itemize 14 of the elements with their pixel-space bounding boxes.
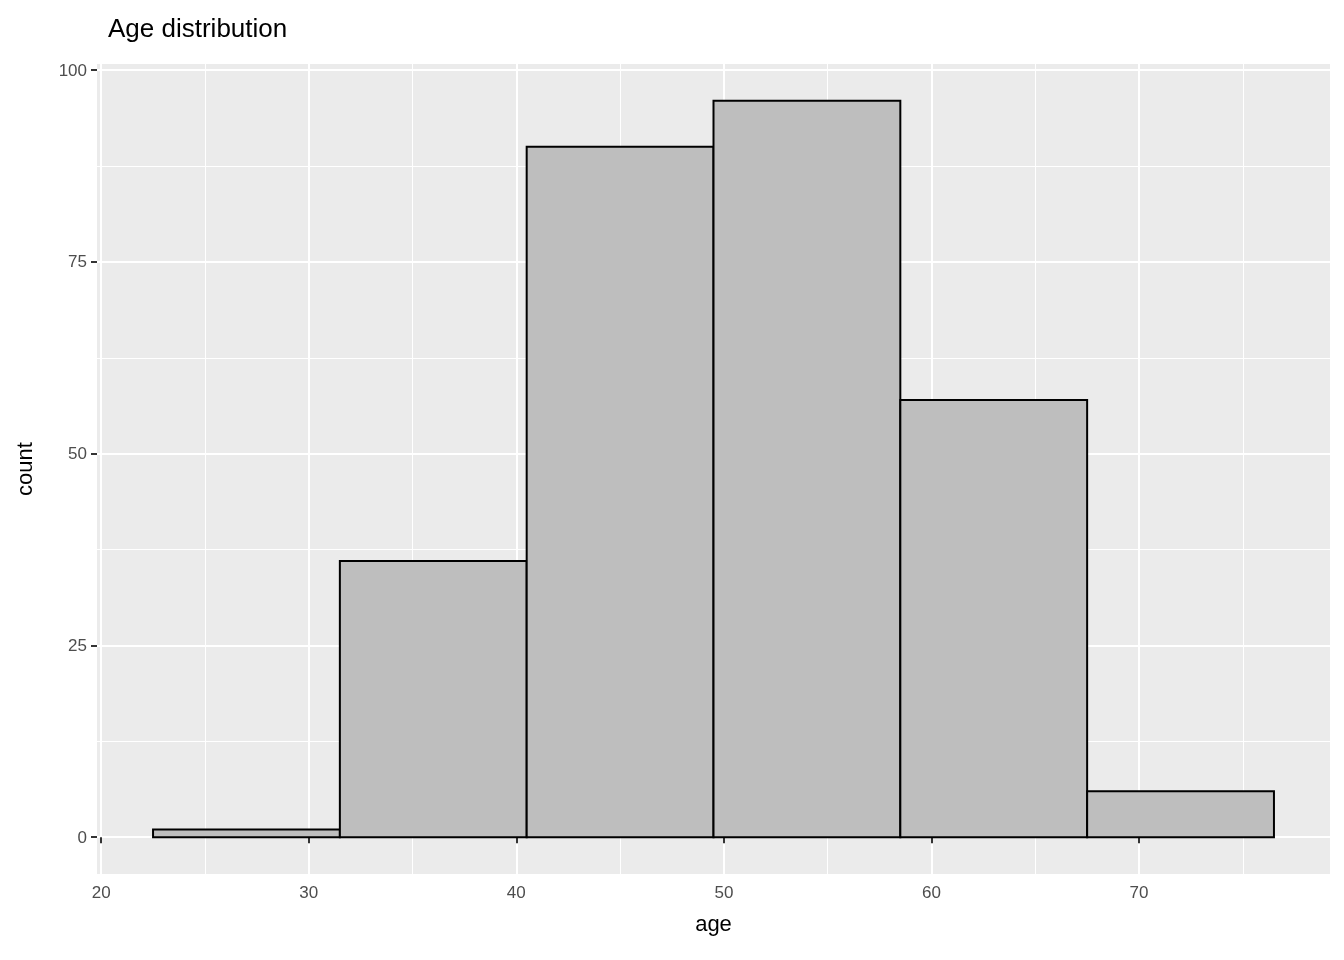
- x-tick-label: 30: [299, 883, 319, 902]
- x-tick-label: 60: [921, 883, 941, 902]
- y-tick-label: 100: [58, 60, 87, 80]
- x-tick-label: 50: [714, 883, 734, 902]
- x-axis-title: age: [695, 910, 732, 936]
- x-tick-label: 20: [91, 883, 111, 902]
- y-tick-label: 25: [68, 635, 87, 655]
- y-axis-title: count: [11, 442, 37, 496]
- y-tick-label: 75: [68, 252, 87, 272]
- y-tick-label: 0: [77, 827, 87, 847]
- x-tick-label: 70: [1129, 883, 1149, 902]
- y-tick-label: 50: [68, 444, 87, 464]
- x-tick-label: 40: [506, 883, 526, 902]
- chart-title: Age distribution: [108, 13, 288, 43]
